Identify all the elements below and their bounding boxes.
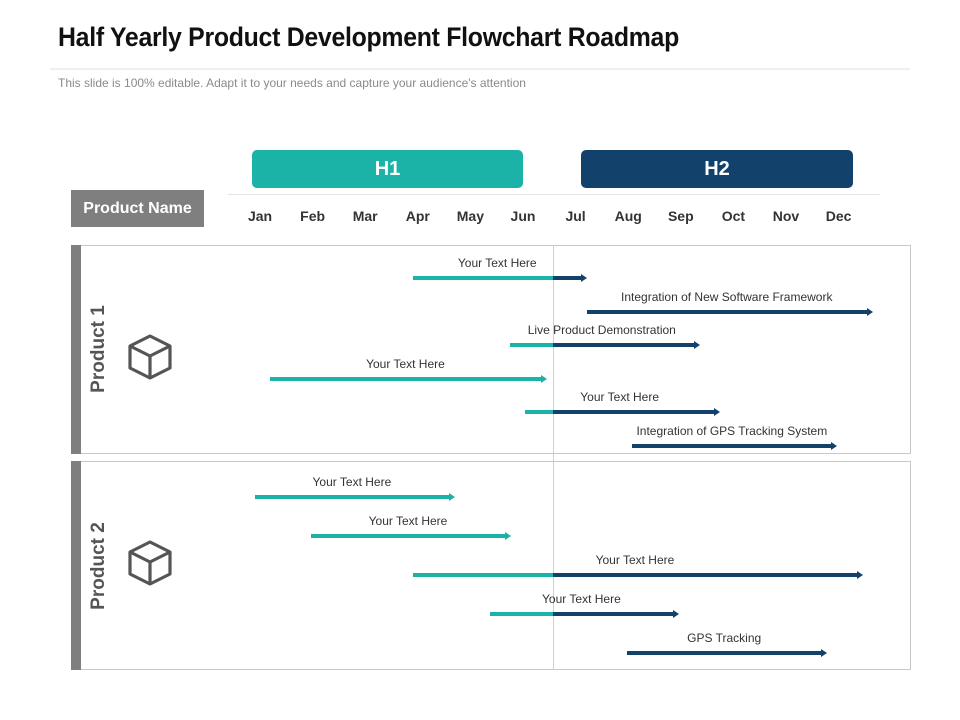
month-label-jun: Jun [510,208,536,224]
task-label: Your Text Here [580,390,659,404]
month-label-sep: Sep [667,208,694,224]
page-title: Half Yearly Product Development Flowchar… [58,22,679,52]
month-label-mar: Mar [352,208,378,224]
month-label-may: May [456,208,484,224]
month-label-feb: Feb [300,208,326,224]
task-arrow-head [581,274,588,282]
task-label: Your Text Here [595,553,675,567]
half-h1-banner: H1 [252,150,523,188]
product-name-header: Product Name [71,190,204,227]
task-arrow-head [821,649,828,657]
months-divider [228,194,880,195]
task-bar-h1-segment [489,612,553,616]
cube-icon [128,540,172,586]
task-label: Your Text Here [312,475,392,489]
task-label: Integration of GPS Tracking System [636,423,828,438]
task-bar-h1-segment [525,410,553,414]
task-arrow-head [504,532,511,540]
task-bar-h1-segment [270,376,541,381]
task-label: Integration of New Software Framework [621,289,833,304]
task-bar-h2-segment [553,410,714,414]
half-h2-label: H2 [704,157,730,180]
task-arrow-head [867,307,873,316]
task-bar-h1-segment [413,276,553,280]
task-arrow-head [448,493,455,501]
task-bar-h1-segment [413,573,553,577]
task-bar-h1-segment [510,343,553,347]
task-bar-h2-segment [553,276,582,280]
task-bar-h2-segment [627,651,822,655]
cube-icon [128,334,172,380]
task-bar-h2-segment [586,309,867,314]
task-arrow-head [856,571,863,579]
month-label-jan: Jan [247,208,273,224]
month-label-dec: Dec [825,208,852,224]
task-arrow-head [540,374,547,383]
month-label-aug: Aug [614,208,642,224]
task-arrow-head [693,341,700,349]
h1-h2-divider-line [553,245,554,669]
task-arrow-head [673,610,680,618]
month-label-oct: Oct [721,208,746,224]
month-label-nov: Nov [772,208,800,224]
task-arrow-head [714,408,720,416]
task-label: Your Text Here [457,256,537,270]
task-arrow-head [831,441,838,450]
half-h2-banner: H2 [581,150,853,188]
product-2-sidebar [71,461,81,670]
task-label: Your Text Here [368,514,448,528]
task-bar-h2-segment [553,343,694,347]
title-divider [50,68,910,70]
task-bar-h1-segment [255,495,449,499]
task-label: GPS Tracking [687,631,762,645]
month-label-jul: Jul [565,208,586,224]
product-1-sidebar [71,245,81,454]
month-label-apr: Apr [405,208,430,224]
task-label: Live Product Demonstration [527,323,676,337]
task-bar-h2-segment [632,443,832,448]
task-bar-h1-segment [311,534,505,538]
half-h1-label: H1 [374,157,401,180]
task-bar-h2-segment [553,573,857,577]
page-subtitle: This slide is 100% editable. Adapt it to… [58,76,526,90]
task-label: Your Text Here [366,356,445,371]
task-label: Your Text Here [542,592,621,606]
task-bar-h2-segment [553,612,674,616]
